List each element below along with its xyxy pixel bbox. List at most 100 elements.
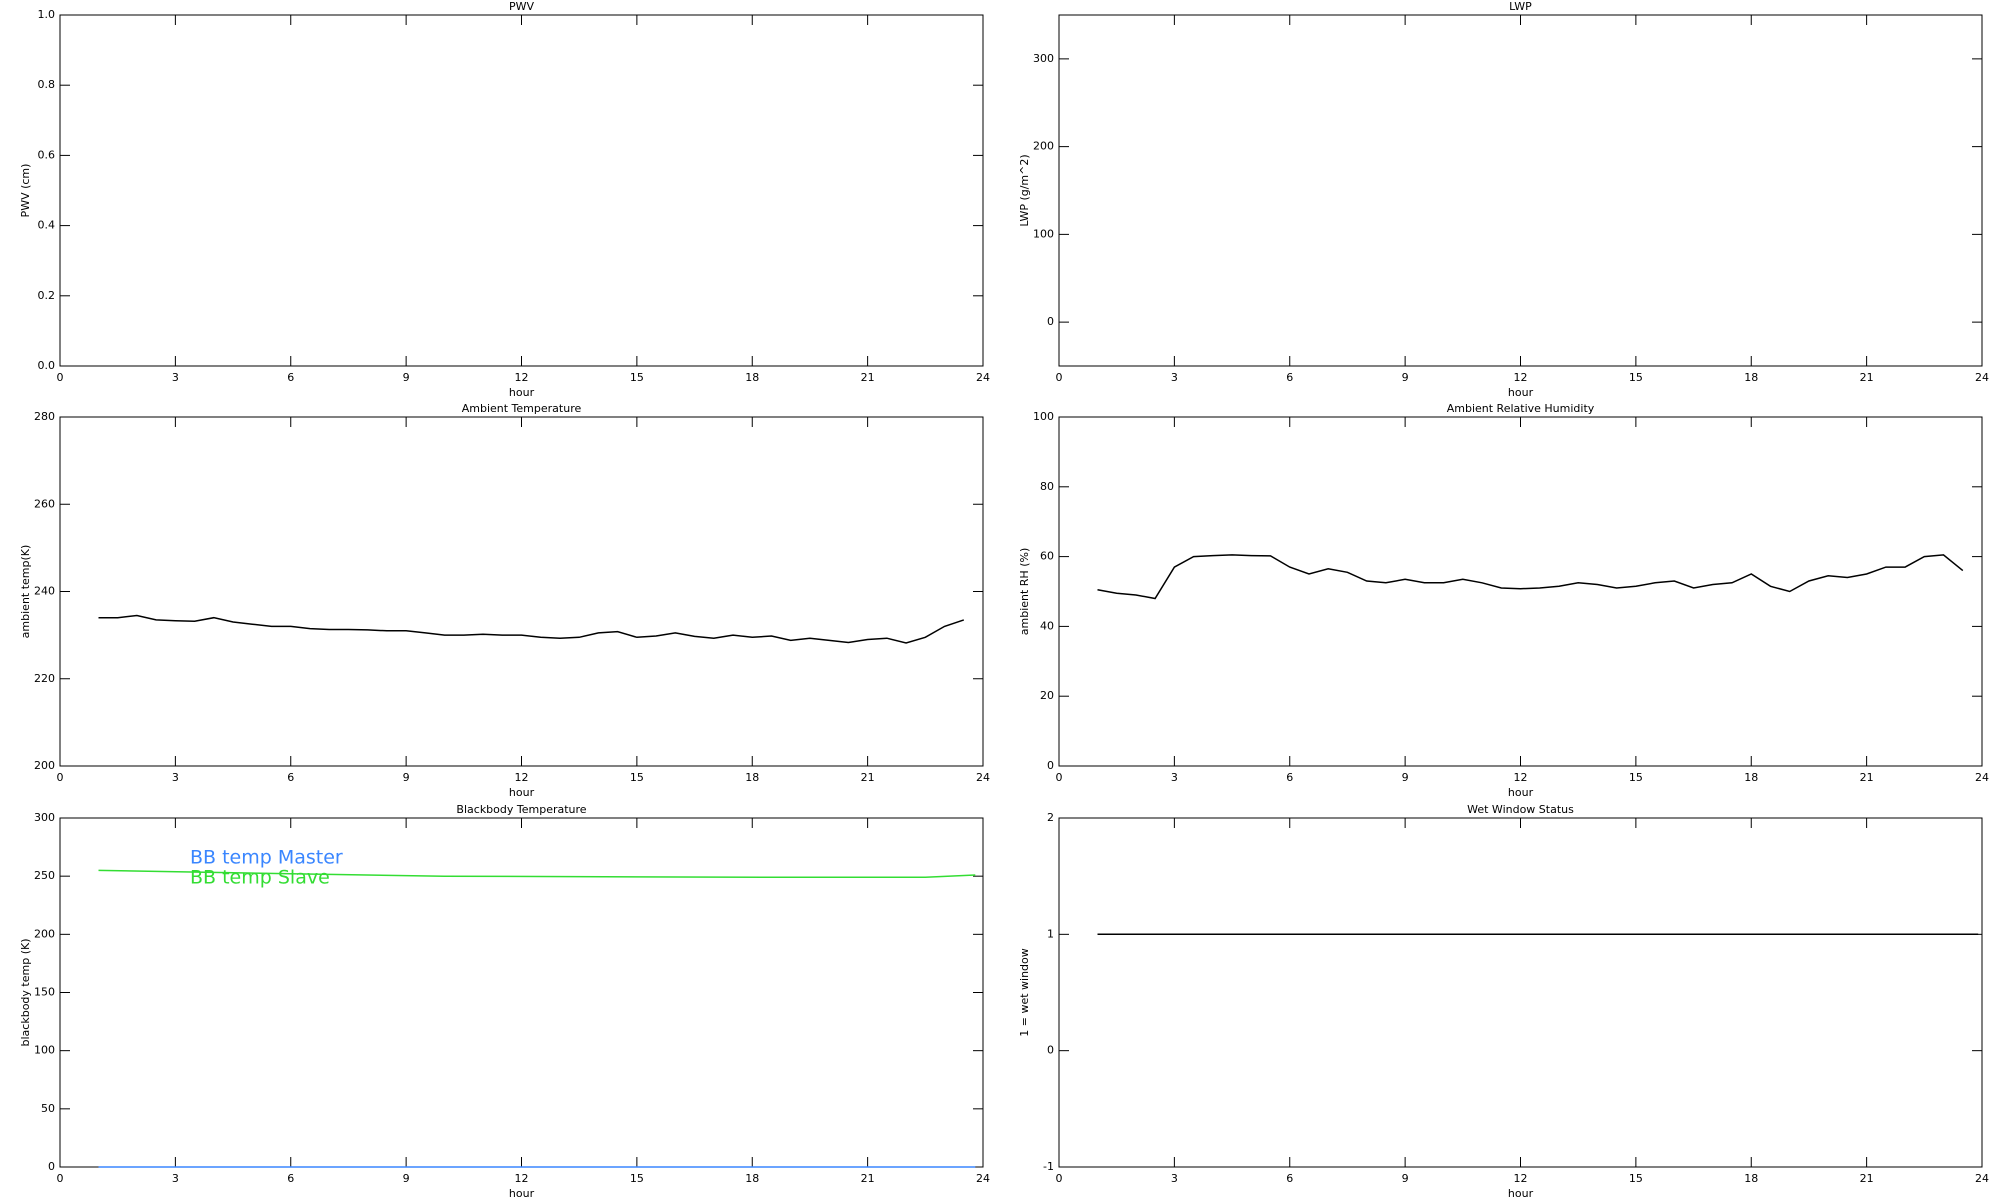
y-tick-label: 60 [1040, 550, 1054, 563]
x-tick-label: 9 [403, 1172, 410, 1185]
x-tick-label: 3 [1171, 371, 1178, 384]
chart-panel: PWV hour PWV (cm) 0 3 6 9 12 15 18 21 24 0.0 0.2 0.4 0.… [19, 0, 990, 399]
x-tick-label: 15 [630, 771, 644, 784]
x-tick-label: 12 [1514, 771, 1528, 784]
y-tick-label: 0 [1047, 759, 1054, 772]
y-axis-label: ambient temp(K) [19, 545, 32, 639]
x-axis-label: hour [1508, 1187, 1534, 1200]
y-axis-label: ambient RH (%) [1018, 548, 1031, 636]
x-tick-label: 12 [1514, 371, 1528, 384]
x-tick-label: 21 [861, 771, 875, 784]
x-tick-label: 0 [57, 771, 64, 784]
chart-title: Wet Window Status [1467, 803, 1574, 816]
y-axis-label: LWP (g/m^2) [1018, 154, 1031, 226]
y-tick-label: 100 [34, 1044, 55, 1057]
plot-frame [1058, 416, 1983, 767]
y-tick-label: 0.8 [38, 78, 56, 91]
x-tick-label: 0 [57, 371, 64, 384]
y-tick-label: 300 [34, 811, 55, 824]
x-axis-label: hour [509, 786, 535, 799]
y-tick-label: 0.6 [38, 148, 56, 161]
x-tick-label: 0 [57, 1172, 64, 1185]
y-tick-label: 0 [1047, 315, 1054, 328]
x-axis-label: hour [1508, 786, 1534, 799]
y-tick-label: 0.2 [38, 289, 56, 302]
x-tick-label: 0 [1056, 371, 1063, 384]
chart-title: Ambient Relative Humidity [1447, 402, 1595, 415]
chart-panel: Ambient Temperature hour ambient temp(K) 0 3… [19, 402, 990, 799]
y-tick-label: 200 [34, 759, 55, 772]
y-tick-label: 300 [1033, 52, 1054, 65]
y-tick-label: 280 [34, 410, 55, 423]
y-axis-label: 1 = wet window [1018, 948, 1031, 1037]
x-tick-label: 6 [287, 1172, 294, 1185]
y-tick-label: 0 [1047, 1044, 1054, 1057]
x-tick-label: 21 [861, 371, 875, 384]
x-tick-label: 21 [1860, 371, 1874, 384]
x-tick-label: 21 [861, 1172, 875, 1185]
x-tick-label: 12 [515, 771, 529, 784]
y-axis-label: PWV (cm) [19, 164, 32, 218]
y-tick-label: 1.0 [38, 8, 56, 21]
x-tick-label: 24 [1975, 371, 1989, 384]
x-tick-label: 18 [1744, 1172, 1758, 1185]
x-tick-label: 0 [1056, 1172, 1063, 1185]
y-tick-label: 100 [1033, 227, 1054, 240]
x-tick-label: 21 [1860, 771, 1874, 784]
x-tick-label: 9 [403, 371, 410, 384]
x-tick-label: 3 [1171, 1172, 1178, 1185]
chart-title: Ambient Temperature [462, 402, 582, 415]
y-tick-label: -1 [1043, 1160, 1054, 1173]
y-tick-label: 0.4 [38, 219, 56, 232]
y-tick-label: 240 [34, 585, 55, 598]
x-tick-label: 9 [1402, 1172, 1409, 1185]
x-tick-label: 18 [1744, 371, 1758, 384]
x-axis-label: hour [1508, 386, 1534, 399]
chart-title: LWP [1509, 0, 1532, 13]
x-tick-label: 24 [976, 371, 990, 384]
x-tick-label: 3 [172, 771, 179, 784]
x-tick-label: 18 [1744, 771, 1758, 784]
x-tick-label: 15 [1629, 771, 1643, 784]
x-tick-label: 3 [172, 371, 179, 384]
x-tick-label: 6 [1286, 1172, 1293, 1185]
x-tick-label: 3 [172, 1172, 179, 1185]
y-tick-label: 2 [1047, 811, 1054, 824]
legend-entry: BB temp Slave [190, 867, 330, 889]
x-tick-label: 9 [403, 771, 410, 784]
chart-panel: LWP hour LWP (g/m^2) 0 3 6 9 12 15 18 21 24 0 100 200 3… [1018, 0, 1989, 399]
x-tick-label: 9 [1402, 771, 1409, 784]
x-tick-label: 6 [287, 771, 294, 784]
plot-frame [59, 416, 984, 767]
x-tick-label: 6 [1286, 371, 1293, 384]
x-axis-label: hour [509, 386, 535, 399]
y-tick-label: 40 [1040, 619, 1054, 632]
y-tick-label: 50 [41, 1102, 55, 1115]
y-tick-label: 1 [1047, 927, 1054, 940]
x-tick-label: 15 [1629, 1172, 1643, 1185]
x-tick-label: 0 [1056, 771, 1063, 784]
x-tick-label: 15 [630, 1172, 644, 1185]
y-tick-label: 100 [1033, 410, 1054, 423]
y-tick-label: 220 [34, 672, 55, 685]
x-tick-label: 12 [1514, 1172, 1528, 1185]
x-tick-label: 15 [1629, 371, 1643, 384]
x-tick-label: 9 [1402, 371, 1409, 384]
y-tick-label: 20 [1040, 689, 1054, 702]
x-tick-label: 6 [287, 371, 294, 384]
legend-entry: BB temp Master [190, 847, 343, 869]
data-line [98, 614, 965, 644]
x-tick-label: 18 [745, 771, 759, 784]
chart-panel: Wet Window Status hour 1 = wet window 0 3 6 9 1… [1018, 803, 1989, 1200]
plot-frame [1058, 817, 1983, 1168]
x-tick-label: 24 [976, 771, 990, 784]
x-tick-label: 21 [1860, 1172, 1874, 1185]
x-tick-label: 12 [515, 371, 529, 384]
data-line [1097, 554, 1964, 600]
y-tick-label: 200 [34, 927, 55, 940]
y-tick-label: 200 [1033, 140, 1054, 153]
x-tick-label: 12 [515, 1172, 529, 1185]
x-tick-label: 15 [630, 371, 644, 384]
chart-panel: Ambient Relative Humidity hour ambient RH … [1018, 402, 1989, 799]
